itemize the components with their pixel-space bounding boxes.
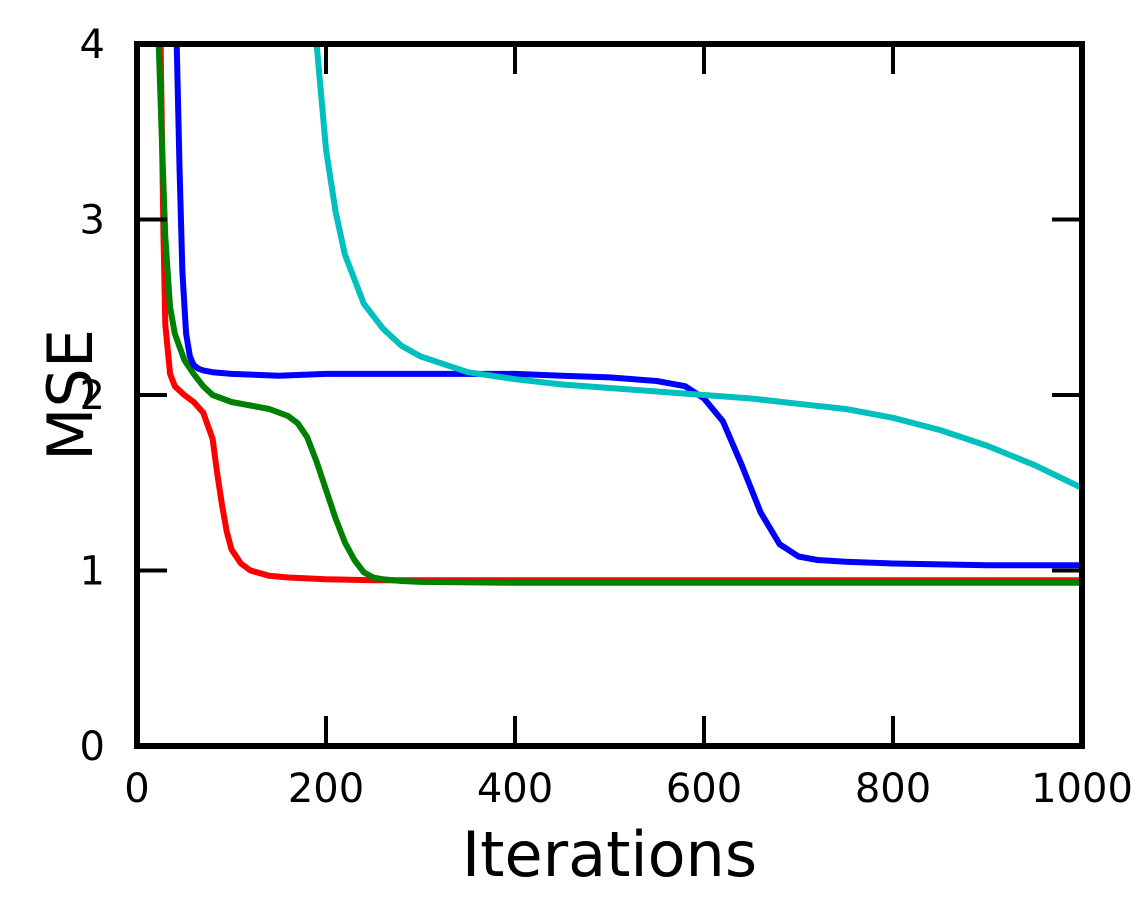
y-axis-title: MSE <box>34 329 107 461</box>
ticks-layer <box>135 42 1084 748</box>
y-tick-label: 4 <box>80 22 105 68</box>
series-layer <box>155 44 1082 586</box>
x-tick-label: 200 <box>288 766 364 812</box>
series-line-4 <box>313 44 1082 491</box>
tick-labels-layer: 0 200 400 600 800 1000 0 1 2 3 4 <box>80 22 1133 812</box>
series-line-3 <box>173 44 1082 569</box>
y-tick-label: 0 <box>80 724 105 770</box>
x-axis-title: Iterations <box>462 818 757 891</box>
plot-frame <box>134 41 1085 749</box>
x-tick-label: 600 <box>666 766 742 812</box>
x-tick-label: 0 <box>124 766 149 812</box>
series-line-2 <box>155 44 1082 586</box>
y-tick-label: 3 <box>80 198 105 244</box>
series-line-1 <box>157 44 1082 584</box>
y-tick-label: 1 <box>80 549 105 595</box>
y-tick-label: 2 <box>80 373 105 419</box>
x-tick-label: 800 <box>855 766 931 812</box>
x-tick-label: 1000 <box>1031 766 1133 812</box>
x-tick-label: 400 <box>477 766 553 812</box>
